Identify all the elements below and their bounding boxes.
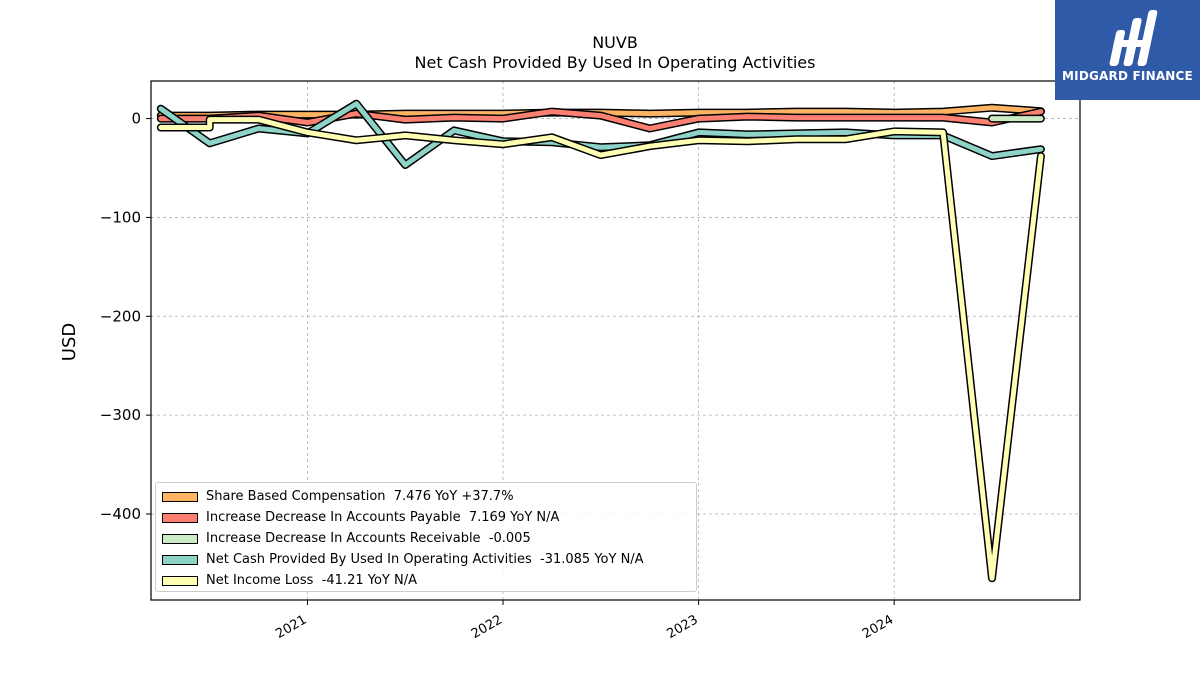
y-tick-label: 0 (131, 110, 141, 128)
legend-item: Net Cash Provided By Used In Operating A… (162, 549, 690, 570)
legend-label: Share Based Compensation 7.476 YoY +37.7… (206, 489, 514, 504)
midgard-logo-icon (1109, 10, 1158, 66)
chart-subtitle: Net Cash Provided By Used In Operating A… (415, 53, 816, 72)
legend-swatch (162, 512, 198, 523)
legend-label: Net Income Loss -41.21 YoY N/A (206, 573, 417, 588)
x-tick-label: 2024 (860, 612, 896, 642)
legend: Share Based Compensation 7.476 YoY +37.7… (155, 482, 697, 592)
y-axis-label: USD (59, 323, 80, 361)
y-tick-label: −300 (100, 406, 141, 424)
brand-name: MIDGARD FINANCE (1062, 69, 1193, 83)
plot-frame (150, 80, 1081, 601)
legend-label: Net Cash Provided By Used In Operating A… (206, 552, 644, 567)
x-tick-label: 2022 (469, 612, 505, 642)
y-tick-label: −400 (100, 505, 141, 523)
legend-item: Share Based Compensation 7.476 YoY +37.7… (162, 486, 690, 507)
y-tick-label: −200 (100, 307, 141, 325)
y-tick-label: −100 (100, 208, 141, 226)
series-layer (156, 99, 1045, 583)
legend-item: Net Income Loss -41.21 YoY N/A (162, 570, 690, 591)
legend-label: Increase Decrease In Accounts Receivable… (206, 531, 531, 546)
x-tick-label: 2023 (664, 612, 700, 642)
legend-swatch (162, 554, 198, 565)
series-line-increase-decrease-in-accounts-payable (158, 109, 1044, 131)
legend-swatch (162, 575, 198, 586)
series-line-net-income-loss (158, 117, 1044, 581)
legend-swatch (162, 533, 198, 544)
legend-swatch (162, 491, 198, 502)
x-tick-label: 2021 (273, 612, 309, 642)
legend-item: Increase Decrease In Accounts Receivable… (162, 528, 690, 549)
legend-item: Increase Decrease In Accounts Payable 7.… (162, 507, 690, 528)
brand-logo: MIDGARD FINANCE (1055, 0, 1200, 100)
legend-label: Increase Decrease In Accounts Payable 7.… (206, 510, 560, 525)
chart-title: NUVB (592, 33, 638, 52)
